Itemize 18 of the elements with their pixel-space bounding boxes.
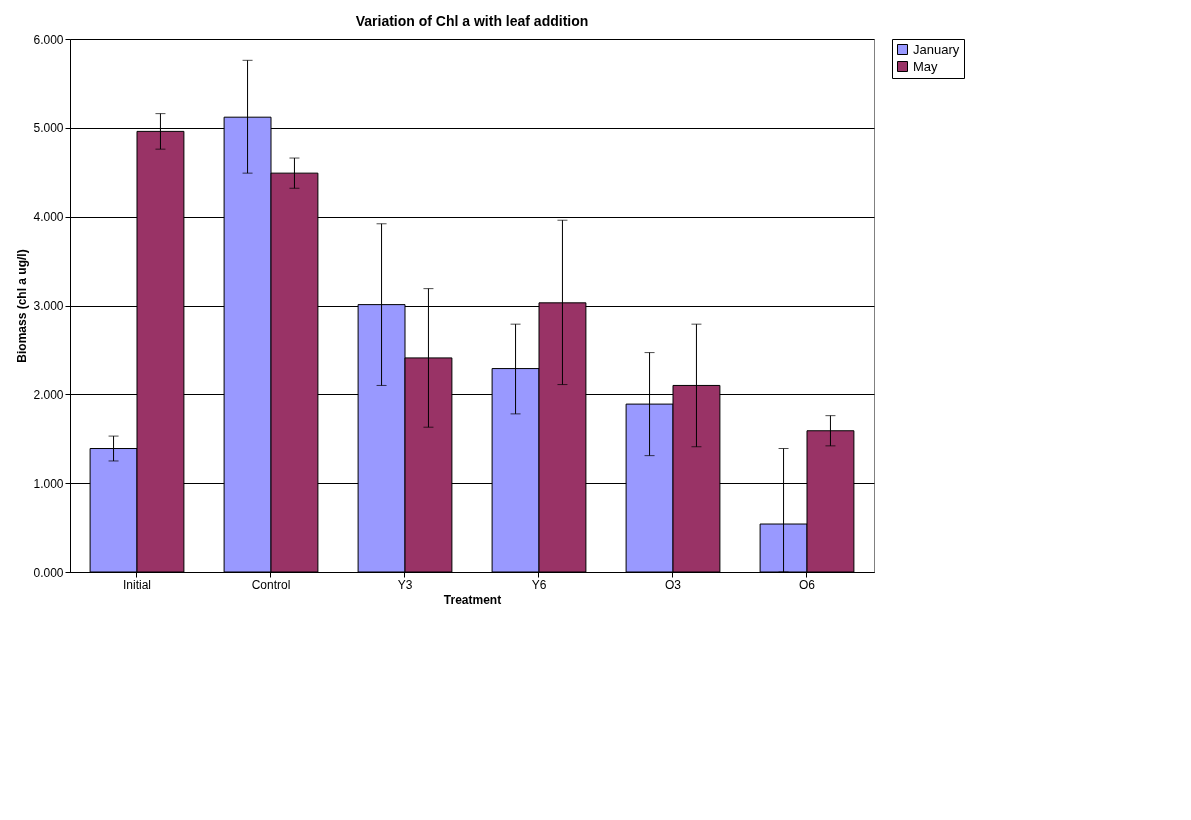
x-tick-label: O6 xyxy=(798,577,816,592)
y-axis-title: Biomass (chl a ug/l) xyxy=(15,249,30,363)
y-tick-label: 6.000 xyxy=(33,32,64,47)
y-tick-label: 2.000 xyxy=(33,387,64,402)
y-tick-label: 0.000 xyxy=(33,565,64,580)
x-tick-label: Y3 xyxy=(397,577,413,592)
y-tick-label: 5.000 xyxy=(33,121,64,136)
y-tick-label: 4.000 xyxy=(33,210,64,225)
x-tick-label: Control xyxy=(251,577,291,592)
x-tick-label: O3 xyxy=(664,577,682,592)
x-tick-label: Initial xyxy=(122,577,152,592)
chart-title: Variation of Chl a with leaf addition xyxy=(355,13,589,29)
y-tick-label: 1.000 xyxy=(33,476,64,491)
x-tick-label: Y6 xyxy=(531,577,547,592)
y-tick-label: 3.000 xyxy=(33,299,64,313)
legend-label: January xyxy=(913,41,960,57)
x-axis-title: Treatment xyxy=(443,592,502,607)
legend-label: May xyxy=(913,58,939,74)
